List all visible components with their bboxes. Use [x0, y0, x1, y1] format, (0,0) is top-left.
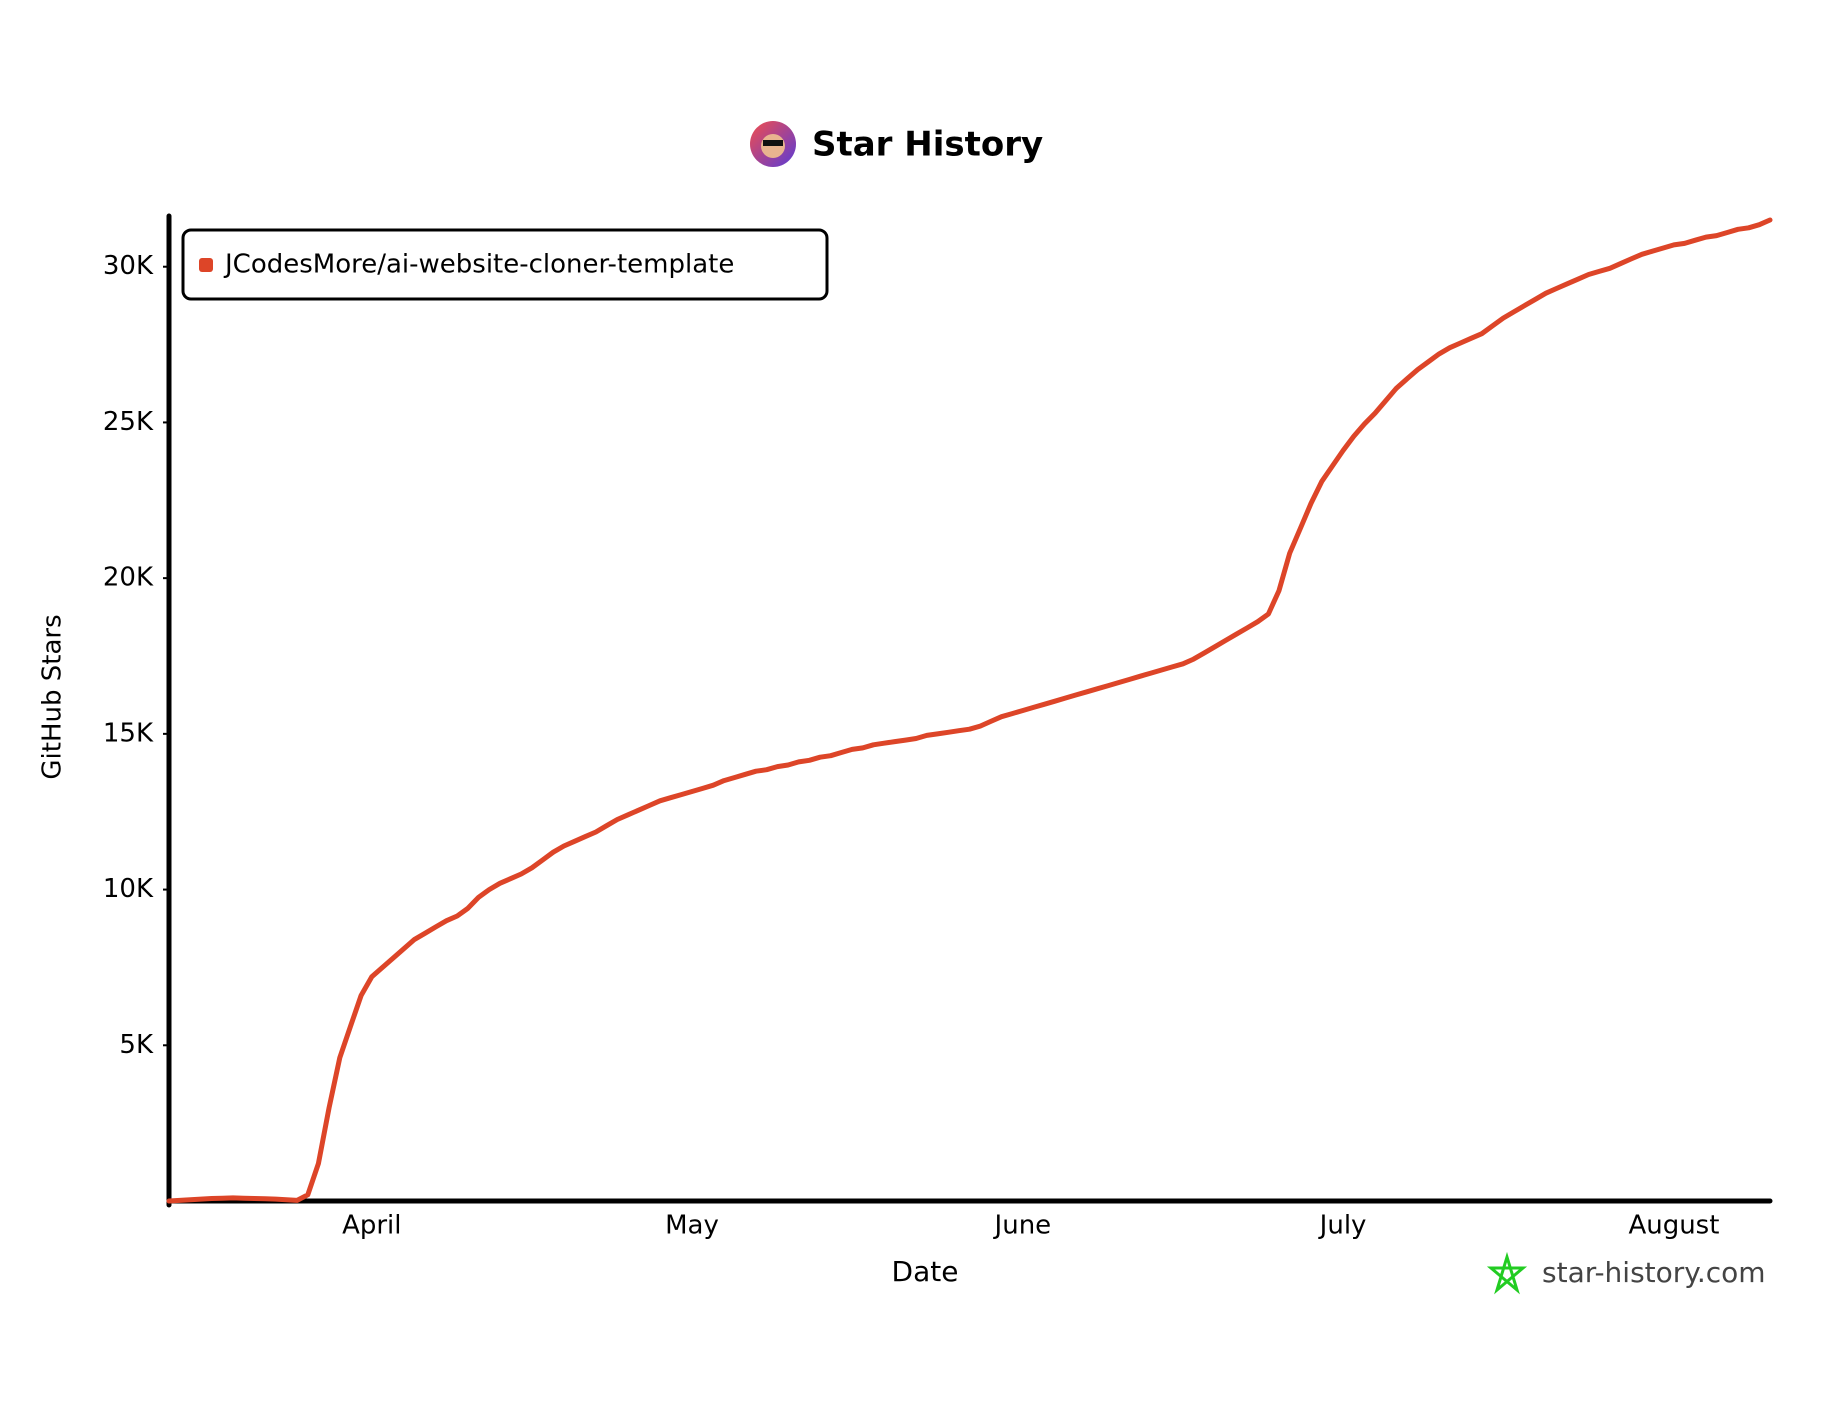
legend-label: JCodesMore/ai-website-cloner-template — [223, 250, 734, 280]
legend-box — [181, 228, 829, 301]
x-tick-label: June — [993, 1211, 1052, 1241]
x-tick-label: April — [342, 1211, 401, 1241]
y-tick-label: 25K — [103, 407, 154, 437]
x-axis-label: Date — [892, 1255, 959, 1288]
y-tick-label: 20K — [103, 563, 154, 593]
y-axis-label: GitHub Stars — [38, 614, 68, 779]
y-tick-label: 5K — [119, 1030, 154, 1060]
y-tick-label: 30K — [103, 251, 154, 281]
y-tick-label: 10K — [103, 874, 154, 904]
chart-title: Star History — [812, 125, 1043, 165]
y-tick-label: 15K — [103, 718, 154, 748]
watermark: star-history.com — [1542, 1256, 1766, 1289]
watermark-icon — [1486, 1251, 1528, 1295]
x-tick-label: August — [1628, 1211, 1719, 1241]
x-tick-label: July — [1318, 1211, 1367, 1241]
series-line — [166, 217, 1773, 1204]
x-tick-label: May — [665, 1211, 719, 1241]
legend-swatch — [199, 258, 213, 272]
avatar-glasses — [763, 140, 783, 146]
